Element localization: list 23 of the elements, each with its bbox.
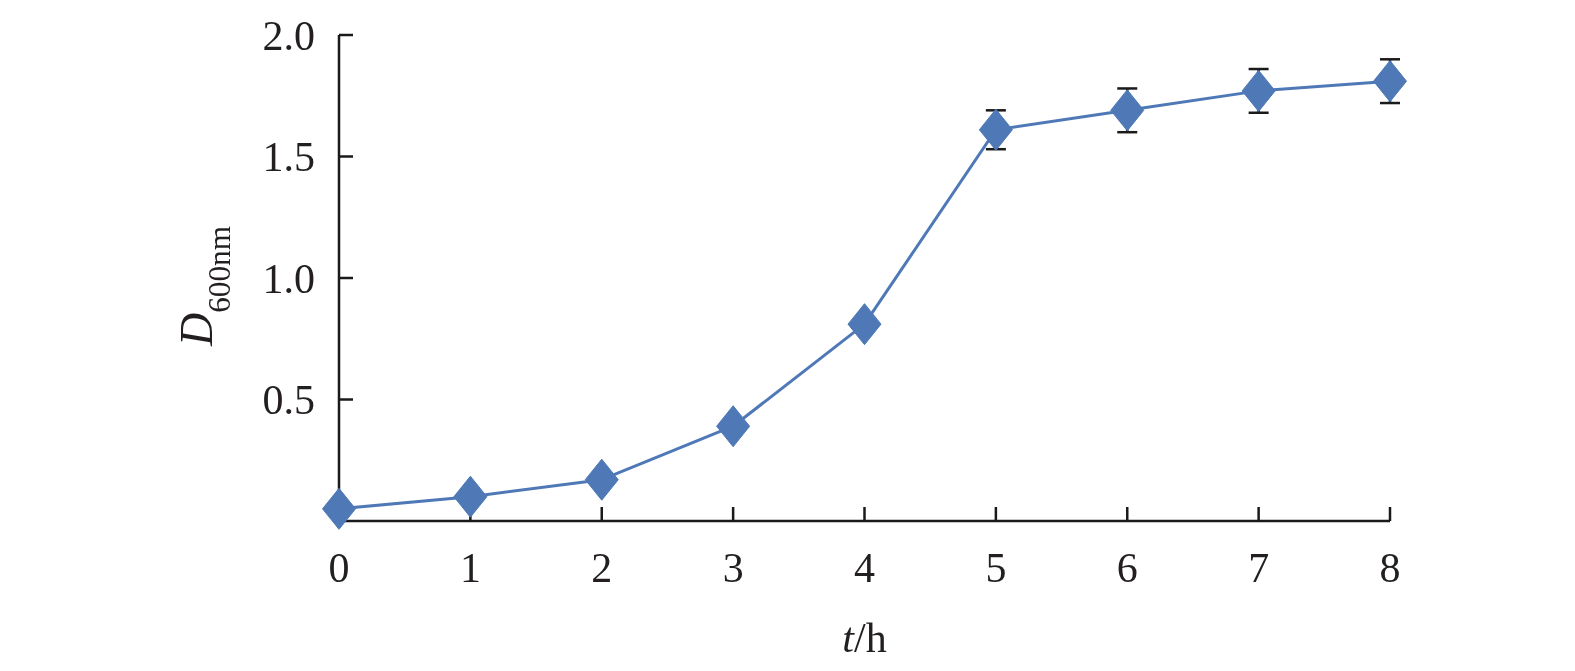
point (453, 475, 488, 518)
x-tick-label: 5 (985, 545, 1007, 591)
point (1373, 60, 1407, 103)
x-tick-label: 6 (1116, 545, 1138, 591)
x-axis-title: t/h (842, 615, 887, 661)
point (322, 487, 356, 530)
point (847, 303, 882, 346)
x-tick-label: 1 (459, 545, 481, 591)
x-tick-label: 7 (1248, 545, 1270, 591)
point (716, 405, 751, 448)
y-tick-label: 1.5 (262, 134, 315, 181)
x-tick-label: 0 (328, 545, 350, 591)
y-tick-label: 2.0 (262, 12, 315, 59)
x-tick-label: 8 (1379, 545, 1401, 591)
point (1241, 69, 1276, 112)
y-tick-label: 1.0 (262, 255, 315, 302)
x-tick-label: 3 (722, 545, 744, 591)
point (978, 108, 1013, 151)
y-tick-label: 0.5 (262, 377, 315, 424)
x-tick-label: 2 (591, 545, 613, 591)
point (584, 458, 619, 501)
x-tick-label: 4 (854, 545, 875, 591)
point (1110, 89, 1145, 132)
